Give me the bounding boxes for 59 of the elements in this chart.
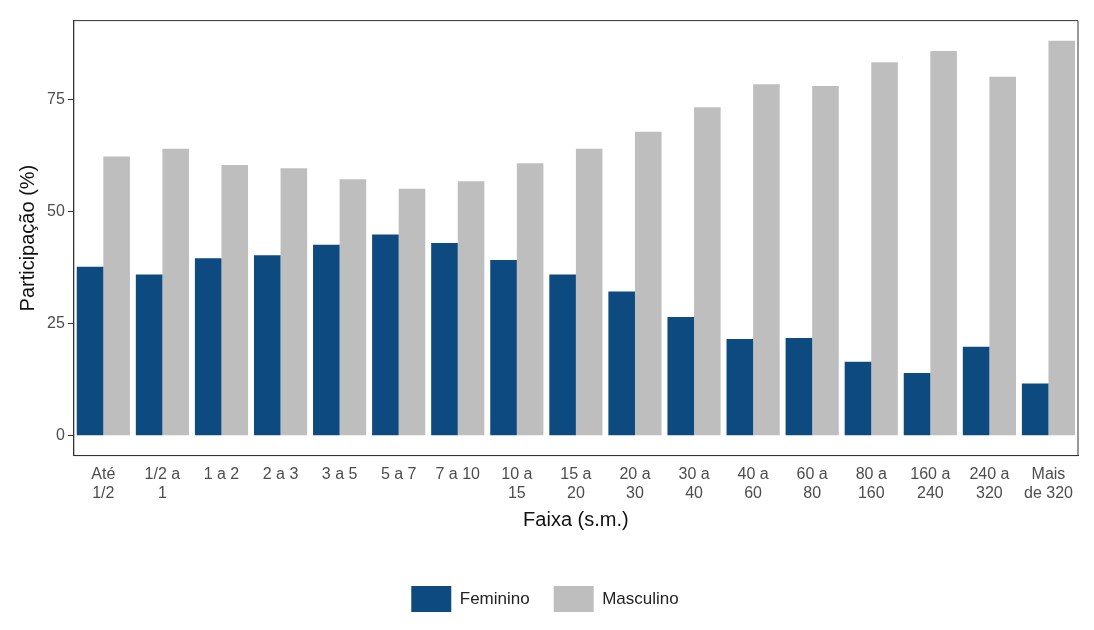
bar	[135, 274, 163, 436]
x-tick-label: 1/2 a 1	[144, 464, 181, 501]
bar	[930, 51, 957, 436]
bar	[903, 373, 931, 436]
bar	[989, 76, 1016, 436]
x-tick-label: Mais de 320	[1024, 464, 1074, 501]
bar	[871, 62, 898, 436]
bar	[549, 274, 576, 436]
bar	[253, 255, 281, 436]
bar	[313, 244, 340, 436]
bar	[280, 168, 308, 436]
x-tick-label: 10 a 15	[501, 464, 533, 501]
x-tick-label: 60 a 80	[796, 464, 828, 501]
y-tick-label: 50	[47, 202, 65, 220]
bar	[667, 317, 695, 436]
bar	[785, 338, 813, 436]
x-tick-label: 40 a 60	[737, 464, 769, 501]
y-tick-label: 75	[47, 89, 65, 107]
bar	[608, 291, 635, 436]
y-tick-label: 0	[55, 426, 65, 444]
bar	[575, 148, 603, 436]
bar	[694, 107, 721, 436]
bar	[634, 131, 662, 436]
y-tick-label: 25	[47, 314, 65, 332]
x-axis-title: Faixa (s.m.)	[523, 507, 629, 530]
x-tick-label: 15 a 20	[560, 464, 592, 501]
bar	[962, 346, 990, 436]
x-tick-label: 240 a 320	[969, 464, 1010, 501]
y-axis-title: Participação (%)	[15, 164, 38, 312]
x-tick-label: 3 a 5	[321, 464, 358, 482]
bar	[753, 84, 780, 436]
bar	[726, 339, 754, 436]
bar	[398, 188, 426, 436]
bar	[516, 163, 544, 436]
bar	[431, 243, 458, 436]
bar	[1021, 383, 1049, 436]
x-tick-label: 160 a 240	[910, 464, 951, 501]
bar	[812, 86, 839, 436]
bar	[194, 258, 222, 436]
bar	[457, 181, 485, 436]
bar	[103, 156, 130, 436]
x-tick-label: 2 a 3	[262, 464, 299, 482]
x-tick-label: 1 a 2	[203, 464, 240, 482]
legend-label: Feminino	[459, 588, 530, 608]
bar	[221, 165, 249, 436]
x-tick-label: 20 a 30	[619, 464, 651, 501]
bar	[372, 234, 399, 436]
bar	[844, 361, 872, 436]
legend-label: Masculino	[602, 588, 679, 608]
x-tick-label: 80 a 160	[855, 464, 887, 501]
x-tick-label: 30 a 40	[678, 464, 710, 501]
bar	[490, 260, 517, 436]
bar	[76, 266, 104, 436]
x-tick-label: Até 1/2	[91, 464, 116, 501]
bar	[339, 179, 367, 436]
bar	[162, 148, 189, 436]
x-tick-label: 7 a 10	[435, 464, 481, 482]
bar	[1048, 40, 1076, 436]
x-tick-label: 5 a 7	[380, 464, 417, 482]
